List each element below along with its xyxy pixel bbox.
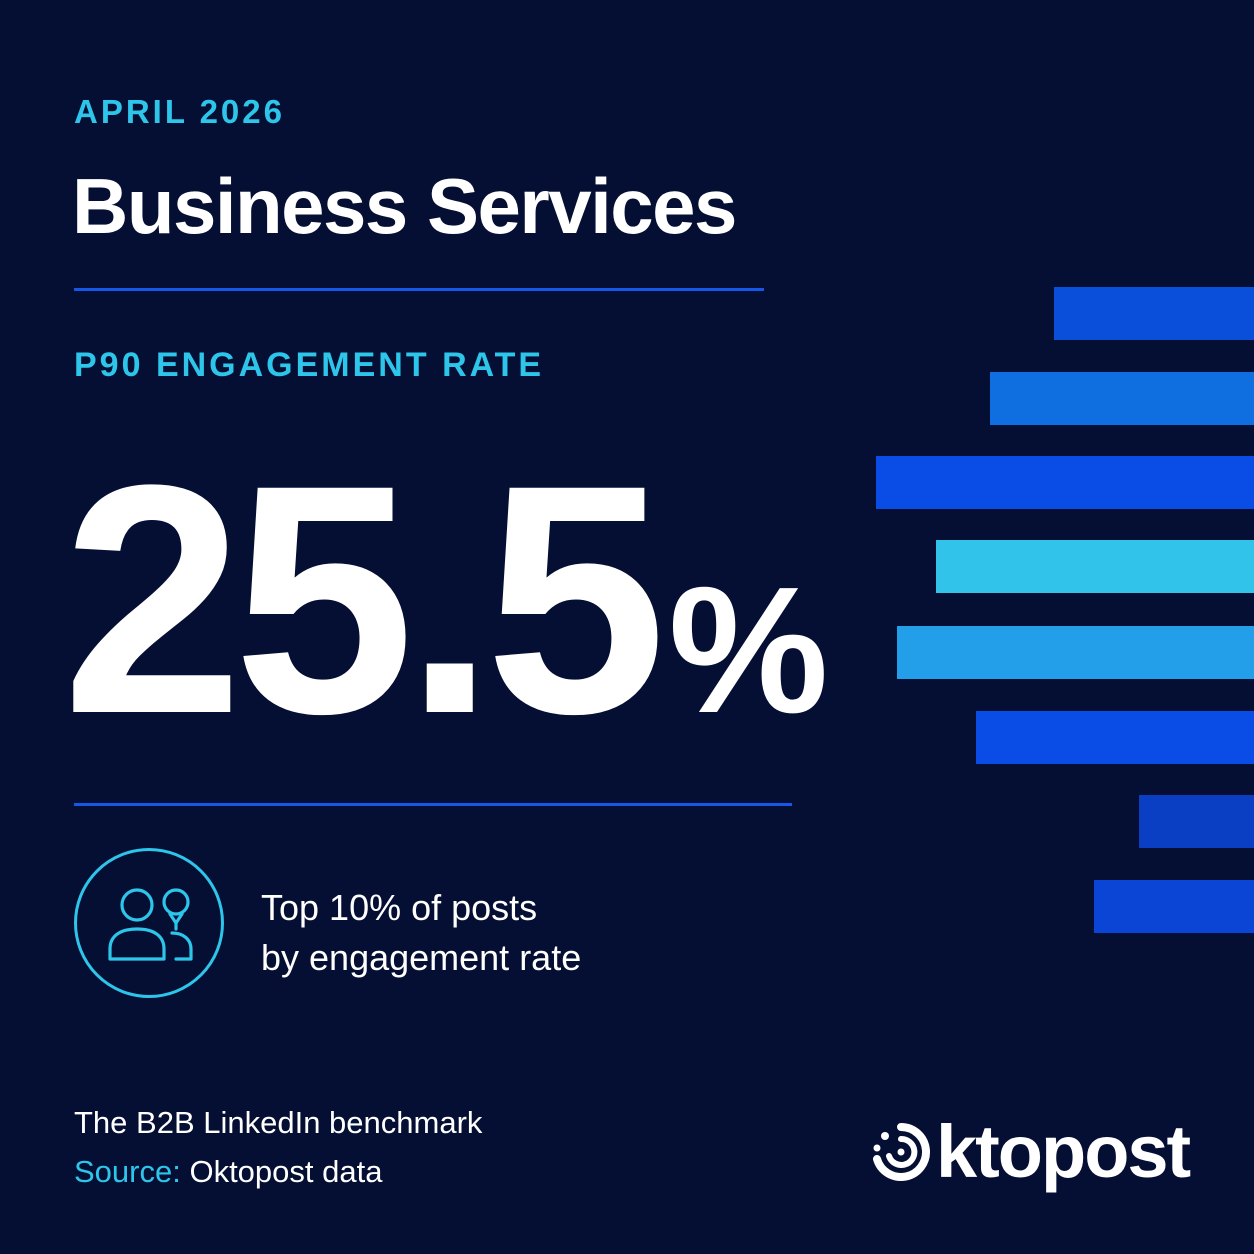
source-caption: Source: Oktopost data — [74, 1152, 382, 1192]
oktopost-logo: ktopost — [868, 1110, 1191, 1193]
metric-note: Top 10% of posts by engagement rate — [261, 883, 581, 983]
decorative-bar — [1054, 287, 1254, 340]
source-value: Oktopost data — [180, 1154, 383, 1189]
page-title: Business Services — [72, 162, 737, 250]
metric-number: 25.5 — [62, 418, 666, 782]
metric-value: 25.5% — [62, 430, 829, 770]
decorative-bar — [936, 540, 1254, 593]
decorative-bar — [976, 711, 1254, 764]
note-line-1: Top 10% of posts — [261, 887, 538, 928]
decorative-bar — [876, 456, 1254, 509]
people-icon-badge — [74, 848, 224, 998]
decorative-bar — [897, 626, 1254, 679]
metric-unit: % — [668, 550, 829, 751]
bottom-divider — [74, 803, 792, 806]
date-eyebrow: APRIL 2026 — [74, 93, 285, 130]
people-icon — [108, 888, 193, 961]
source-label: Source: — [74, 1154, 181, 1189]
benchmark-caption: The B2B LinkedIn benchmark — [74, 1105, 483, 1140]
octopus-logo-icon — [873, 1123, 930, 1181]
note-line-2: by engagement rate — [261, 937, 582, 978]
decorative-bar — [1094, 880, 1254, 933]
decorative-bar — [990, 372, 1254, 425]
metric-label: P90 ENGAGEMENT RATE — [74, 346, 545, 384]
decorative-bar — [1139, 795, 1254, 848]
logo-wordmark: ktopost — [936, 1110, 1191, 1193]
top-divider — [74, 288, 764, 291]
